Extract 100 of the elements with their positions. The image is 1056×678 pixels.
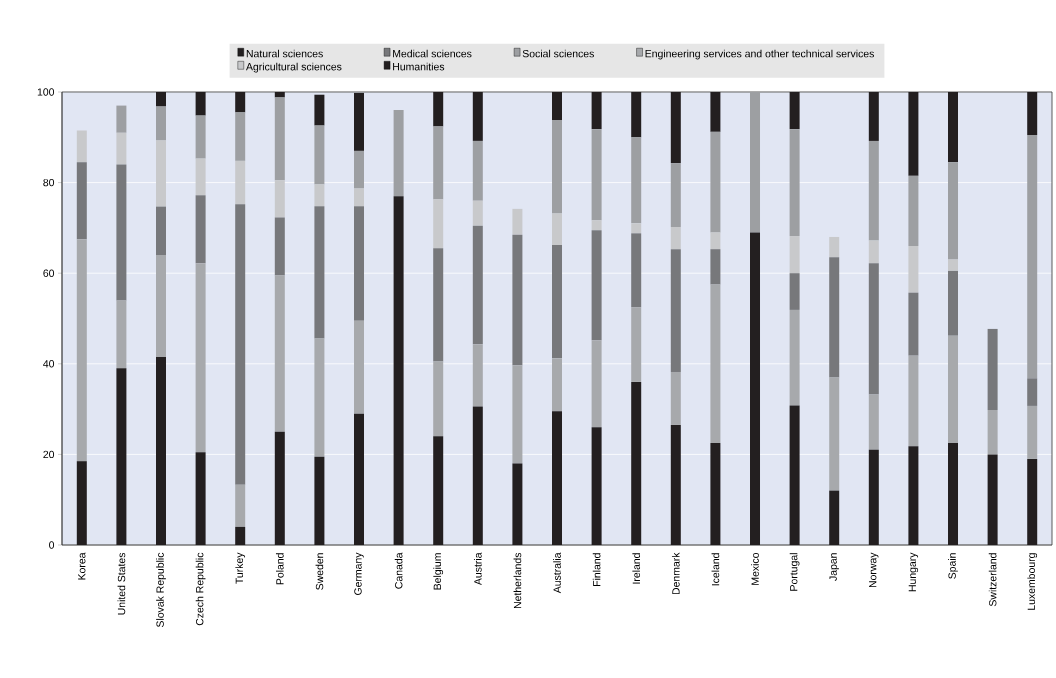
bar xyxy=(116,132,127,165)
bar xyxy=(948,259,959,271)
bar xyxy=(76,239,87,462)
bar xyxy=(591,340,602,428)
bar xyxy=(868,92,879,141)
bar xyxy=(274,217,285,276)
bar xyxy=(235,160,246,205)
bar xyxy=(354,320,364,414)
bar xyxy=(631,92,642,138)
bar xyxy=(829,257,840,378)
bar xyxy=(472,140,483,201)
bar xyxy=(710,249,721,285)
bar xyxy=(195,263,206,453)
bar xyxy=(274,431,285,545)
legend-label: Humanities xyxy=(393,62,445,71)
bar xyxy=(670,371,681,425)
bar xyxy=(552,245,562,359)
bar xyxy=(195,115,206,159)
bar xyxy=(433,92,444,127)
bar xyxy=(987,454,998,545)
bar xyxy=(512,365,523,464)
y-tick-label: 60 xyxy=(43,269,55,277)
bar xyxy=(433,126,444,200)
bar xyxy=(670,249,681,372)
x-tick-label: Czech Republic xyxy=(195,552,206,626)
bar xyxy=(670,424,681,545)
bar xyxy=(472,200,483,226)
bar xyxy=(710,92,721,132)
y-tick-label: 0 xyxy=(49,541,55,549)
bar xyxy=(433,436,444,545)
bar xyxy=(314,456,325,545)
bar xyxy=(116,164,127,301)
x-tick-label: Portugal xyxy=(789,553,800,591)
y-tick-label: 100 xyxy=(37,88,55,96)
bar xyxy=(829,490,840,545)
legend-label: Agricultural sciences xyxy=(245,62,342,73)
bar xyxy=(195,158,206,196)
bar xyxy=(472,92,483,141)
bar xyxy=(552,213,562,246)
bar xyxy=(868,263,879,395)
bar xyxy=(908,92,919,176)
legend-label: Social sciences xyxy=(522,49,594,58)
bar xyxy=(314,206,325,339)
bar xyxy=(789,129,800,237)
x-tick-label: Germany xyxy=(354,552,364,596)
bar xyxy=(235,526,246,545)
bar xyxy=(156,140,166,207)
bar xyxy=(512,234,523,366)
bar xyxy=(314,338,325,457)
x-tick-label: Iceland xyxy=(711,553,720,586)
bar xyxy=(829,377,840,491)
bar xyxy=(195,92,206,116)
x-tick-label: Luxembourg xyxy=(1027,553,1038,610)
bar xyxy=(314,125,325,185)
bar xyxy=(908,355,919,447)
bar xyxy=(670,92,681,164)
bar xyxy=(354,92,364,151)
bar xyxy=(195,452,206,545)
bar xyxy=(552,92,562,121)
y-tick-label: 40 xyxy=(43,360,55,368)
x-tick-label: Finland xyxy=(592,553,601,586)
bar xyxy=(472,225,483,345)
bar xyxy=(631,381,642,545)
bar xyxy=(829,236,840,258)
bar xyxy=(948,270,959,336)
bar xyxy=(789,405,800,545)
bar xyxy=(631,223,642,234)
bar xyxy=(393,110,404,197)
bar xyxy=(552,411,562,545)
legend-label: Medical sciences xyxy=(393,49,472,58)
bar xyxy=(789,273,800,310)
x-tick-label: Slovak Republic xyxy=(156,552,166,628)
bar xyxy=(670,226,681,250)
x-tick-label: Poland xyxy=(275,553,284,585)
x-tick-label: Denmark xyxy=(671,552,680,595)
bar xyxy=(235,112,246,161)
bar xyxy=(948,162,959,260)
y-tick-label: 80 xyxy=(43,178,55,187)
bar xyxy=(235,92,246,113)
bar xyxy=(631,137,642,224)
bar xyxy=(868,449,879,545)
x-tick-label: Sweden xyxy=(315,553,324,590)
bar xyxy=(274,275,285,432)
bar xyxy=(908,292,919,356)
bar xyxy=(433,361,444,437)
bar xyxy=(750,92,761,233)
bar xyxy=(710,443,721,545)
legend-label: Engineering services and other technical services xyxy=(645,49,874,60)
bar xyxy=(116,368,127,545)
bar xyxy=(76,461,87,545)
bar xyxy=(354,206,364,321)
y-tick-label: 20 xyxy=(43,450,55,459)
bar xyxy=(948,443,959,545)
bar xyxy=(868,140,879,241)
bar xyxy=(591,129,602,221)
bar xyxy=(948,92,959,163)
bar xyxy=(433,199,444,249)
x-tick-label: Korea xyxy=(78,552,86,580)
bar xyxy=(789,92,800,130)
bar xyxy=(156,92,166,107)
